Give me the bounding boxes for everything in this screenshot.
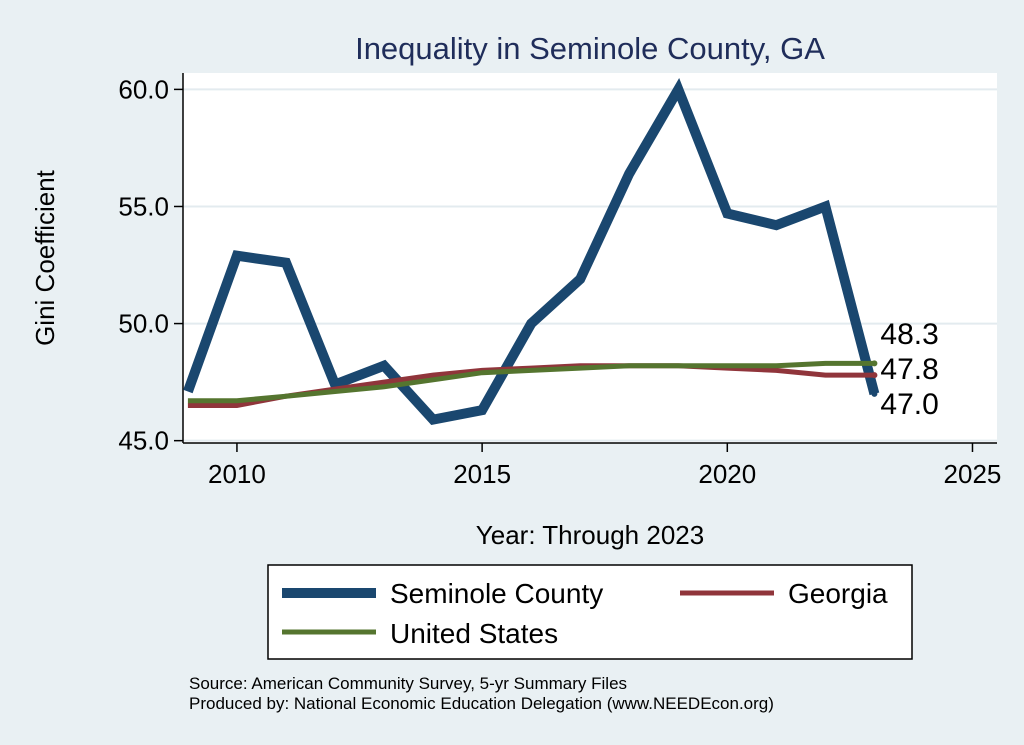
x-ticks: 2010 2015 2020 2025 [208, 443, 1001, 489]
y-tick-label: 55.0 [118, 191, 169, 221]
legend-box [267, 564, 913, 660]
legend-label-seminole-county: Seminole County [390, 578, 603, 609]
y-tick-label: 45.0 [118, 426, 169, 456]
x-tick-label: 2010 [208, 459, 266, 489]
x-tick-label: 2020 [698, 459, 756, 489]
legend-label-united-states: United States [390, 618, 558, 649]
series-end-point [871, 360, 878, 367]
series-end-point [871, 390, 878, 397]
y-tick-label: 60.0 [118, 74, 169, 104]
gridlines [183, 88, 997, 442]
series-line-seminole-county [183, 77, 880, 426]
chart-title: Inequality in Seminole County, GA [355, 31, 825, 66]
x-axis-label: Year: Through 2023 [476, 520, 704, 550]
end-label-seminole-county: 47.0 [880, 388, 938, 421]
x-tick-label: 2015 [453, 459, 511, 489]
end-label-georgia: 47.8 [880, 353, 938, 386]
y-axis-label: Gini Coefficient [30, 169, 60, 346]
series-line-united-states [187, 360, 875, 404]
legend-label-georgia: Georgia [788, 578, 888, 609]
legend: Seminole County Georgia United States [267, 564, 913, 660]
producer-line: Produced by: National Economic Education… [189, 694, 774, 713]
source-line: Source: American Community Survey, 5-yr … [189, 674, 627, 693]
end-labels: 48.347.847.0 [880, 318, 938, 421]
series-end-point [871, 372, 878, 379]
x-tick-label: 2025 [944, 459, 1002, 489]
y-tick-label: 50.0 [118, 309, 169, 339]
series-lines [183, 77, 880, 426]
end-label-united-states: 48.3 [880, 318, 938, 351]
y-ticks: 45.0 50.0 55.0 60.0 [118, 74, 183, 456]
axes [182, 73, 997, 444]
